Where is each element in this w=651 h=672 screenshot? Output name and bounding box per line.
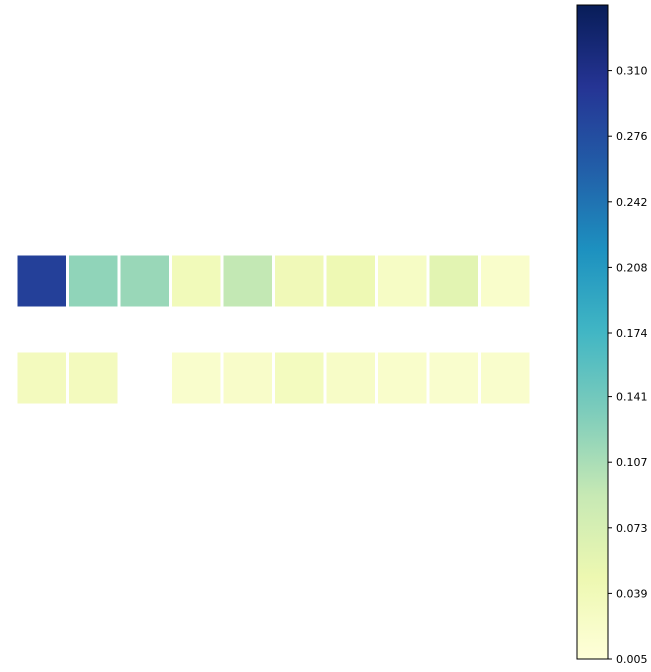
colorbar-tick-label-7: 0.242 xyxy=(616,196,648,209)
heatmap-cell-r0-c2 xyxy=(117,252,172,310)
heatmap-cell-r0-c4 xyxy=(220,252,275,310)
colorbar-tick-label-0: 0.005 xyxy=(616,653,648,666)
heatmap-cell-r0-c9 xyxy=(478,252,533,310)
colorbar: 0.005 0.039 0.073 0.107 0.141 0.174 0.208 0.242… xyxy=(576,4,648,666)
heatmap-cell-r1-c7 xyxy=(375,349,430,407)
heatmap-cell-r1-c6 xyxy=(323,349,378,407)
heatmap-cell-r1-c1 xyxy=(66,349,121,407)
colorbar-tick-label-9: 0.310 xyxy=(616,65,648,78)
heatmap-cell-r1-c9 xyxy=(478,349,533,407)
heatmap-cell-r0-c8 xyxy=(426,252,481,310)
heatmap-cell-r1-c5 xyxy=(272,349,327,407)
colorbar-tick-label-5: 0.174 xyxy=(616,327,648,340)
heatmap-cell-r0-c7 xyxy=(375,252,430,310)
heatmap-cell-r0-c3 xyxy=(169,252,224,310)
heatmap-cells xyxy=(14,252,533,407)
colorbar-tick-label-2: 0.073 xyxy=(616,522,648,535)
colorbar-tick-label-6: 0.208 xyxy=(616,261,648,274)
heatmap-cell-r1-c8 xyxy=(426,349,481,407)
heatmap-cell-r0-c6 xyxy=(323,252,378,310)
colorbar-tick-label-1: 0.039 xyxy=(616,587,648,600)
heatmap-cell-r1-c4 xyxy=(220,349,275,407)
colorbar-ticks: 0.005 0.039 0.073 0.107 0.141 0.174 0.208 0.242… xyxy=(608,65,648,666)
colorbar-tick-label-4: 0.141 xyxy=(616,391,648,404)
heatmap-cell-r0-c1 xyxy=(66,252,121,310)
colorbar-tick-label-3: 0.107 xyxy=(616,456,648,469)
heatmap-cell-r1-c0 xyxy=(14,349,69,407)
colorbar-gradient xyxy=(576,4,609,660)
colorbar-tick-label-8: 0.276 xyxy=(616,130,648,143)
heatmap-cell-r1-c3 xyxy=(169,349,224,407)
heatmap-cell-r0-c0 xyxy=(14,252,69,310)
heatmap-cell-r0-c5 xyxy=(272,252,327,310)
